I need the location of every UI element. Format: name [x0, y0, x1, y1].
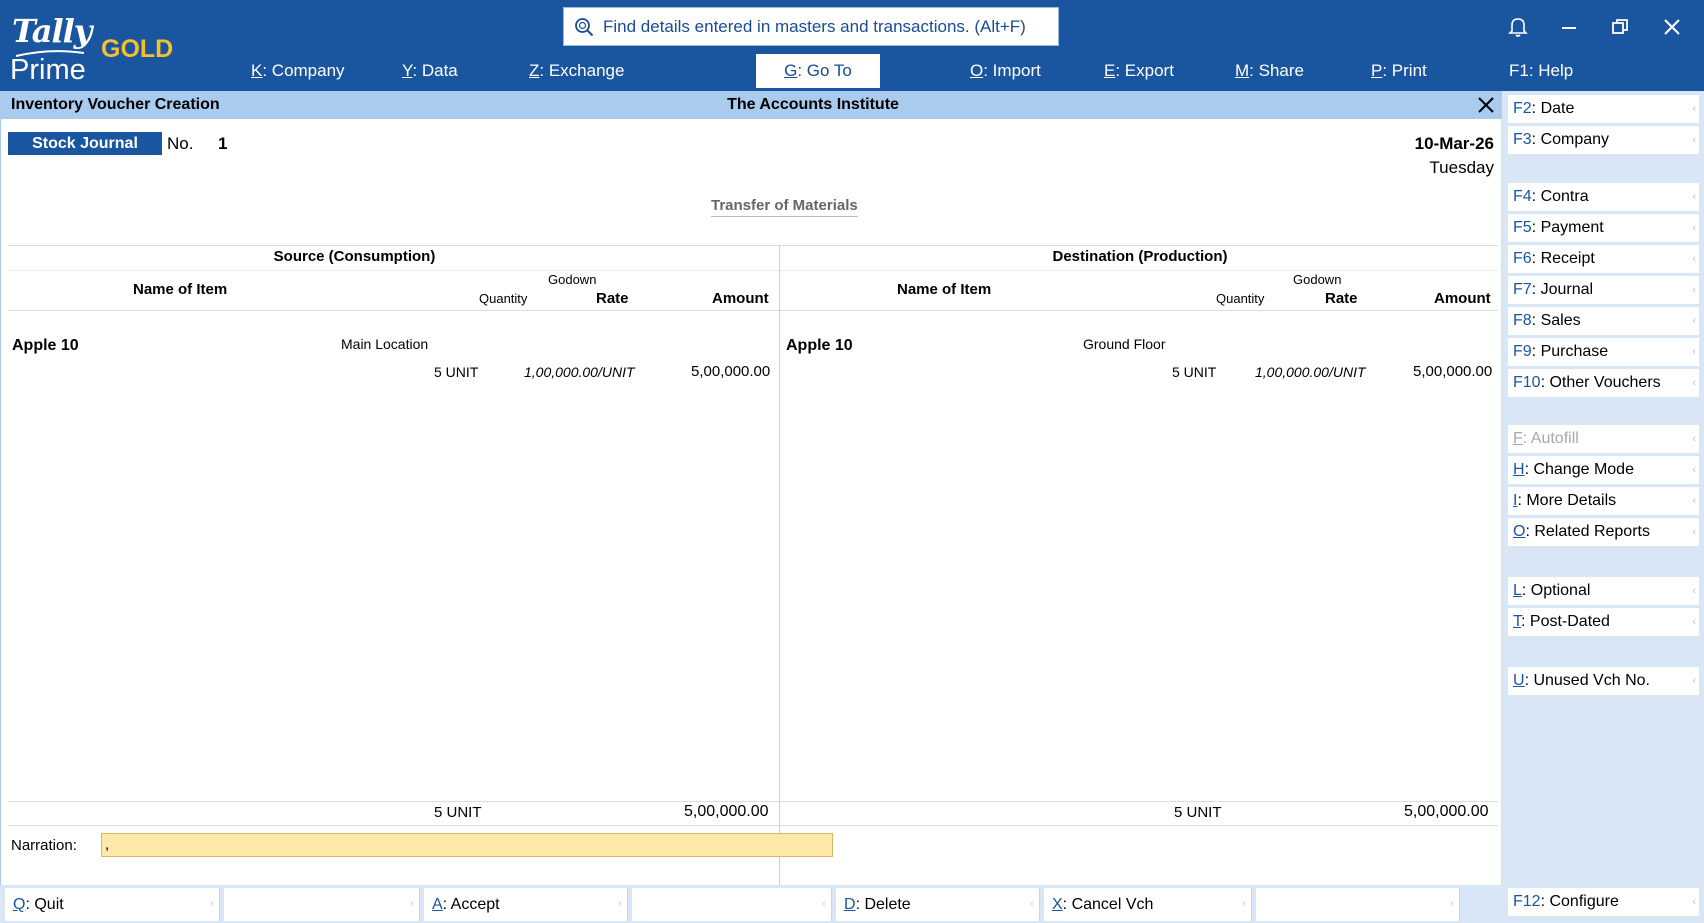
- accept-button[interactable]: A: Accept ‹: [424, 888, 628, 921]
- f9-purchase-button[interactable]: F9: Purchase ‹: [1508, 338, 1699, 366]
- source-col-amount: Amount: [712, 290, 769, 307]
- source-item-amount: 5,00,000.00: [691, 363, 771, 380]
- unused-vch-no-button[interactable]: U: Unused Vch No. ‹: [1508, 667, 1699, 695]
- destination-col-qty: Quantity: [1216, 291, 1265, 306]
- empty-action-slot: ‹: [632, 888, 832, 921]
- destination-item-qty: 5 UNIT: [1172, 364, 1217, 380]
- f10-other-vouchers-button[interactable]: F10: Other Vouchers ‹: [1508, 369, 1699, 397]
- search-bar[interactable]: Find details entered in masters and tran…: [563, 7, 1059, 46]
- menu-exchange[interactable]: Z: Exchange: [529, 61, 625, 80]
- f6-receipt-button[interactable]: F6: Receipt ‹: [1508, 245, 1699, 273]
- logo-tally-text: Tally: [12, 12, 92, 50]
- menu-import[interactable]: O: Import: [970, 61, 1041, 80]
- source-col-name: Name of Item: [133, 281, 228, 298]
- source-total-amount: 5,00,000.00: [684, 803, 769, 820]
- delete-button[interactable]: D: Delete ‹: [836, 888, 1040, 921]
- f3-company-button[interactable]: F3: Company ‹: [1508, 126, 1699, 154]
- bottom-action-bar: Q: Quit ‹ ‹ A: Accept ‹ ‹ D: Delete ‹ X: Ca…: [0, 885, 1502, 923]
- f2-date-button[interactable]: F2: Date ‹: [1508, 95, 1699, 123]
- destination-col-name: Name of Item: [897, 281, 992, 298]
- autofill-button: F: Autofill ‹: [1508, 425, 1699, 453]
- source-col-qty: Quantity: [479, 291, 528, 306]
- top-header: Tally Prime GOLD Find details entered in…: [0, 0, 1704, 91]
- menu-company[interactable]: K: Company: [251, 61, 345, 80]
- source-total-qty: 5 UNIT: [434, 804, 482, 821]
- menu-help[interactable]: F1: Help: [1509, 61, 1574, 80]
- voucher-number-label: No.: [167, 134, 194, 153]
- divider: [8, 310, 1498, 311]
- related-reports-button[interactable]: O: Related Reports ‹: [1508, 518, 1699, 546]
- empty-action-slot: ‹: [1256, 888, 1460, 921]
- voucher-type-badge[interactable]: Stock Journal: [8, 132, 162, 155]
- f8-sales-button[interactable]: F8: Sales ‹: [1508, 307, 1699, 335]
- cancel-voucher-button[interactable]: X: Cancel Vch ‹: [1044, 888, 1252, 921]
- source-item-name[interactable]: Apple 10: [12, 337, 79, 354]
- destination-col-amount: Amount: [1434, 290, 1491, 307]
- more-details-button[interactable]: I: More Details ‹: [1508, 487, 1699, 515]
- close-window-icon[interactable]: [1659, 14, 1685, 40]
- source-col-rate: Rate: [596, 290, 629, 307]
- bell-icon[interactable]: [1505, 14, 1531, 40]
- company-name: The Accounts Institute: [727, 96, 899, 113]
- divider: [8, 825, 1498, 826]
- screen-title-bar: Inventory Voucher Creation The Accounts …: [0, 91, 1502, 119]
- logo-prime-text: Prime: [10, 54, 86, 86]
- source-item-rate: 1,00,000.00/UNIT: [524, 364, 635, 380]
- column-divider: [779, 245, 780, 923]
- destination-total-qty: 5 UNIT: [1174, 804, 1222, 821]
- destination-total-amount: 5,00,000.00: [1404, 803, 1489, 820]
- destination-item-godown: Ground Floor: [1083, 336, 1166, 352]
- voucher-date[interactable]: 10-Mar-26: [1414, 134, 1494, 153]
- voucher-form: Stock Journal No. 1 10-Mar-26 Tuesday Tr…: [0, 119, 1502, 923]
- source-item-qty: 5 UNIT: [434, 364, 479, 380]
- f4-contra-button[interactable]: F4: Contra ‹: [1508, 183, 1699, 211]
- source-item-godown: Main Location: [341, 336, 429, 352]
- top-menu: K: Company Y: Data Z: Exchange G: Go To …: [0, 54, 1704, 90]
- narration-input[interactable]: ,: [101, 833, 833, 857]
- voucher-day: Tuesday: [1429, 158, 1494, 177]
- destination-item-name[interactable]: Apple 10: [786, 337, 853, 354]
- menu-share[interactable]: M: Share: [1235, 61, 1304, 80]
- tally-prime-logo: Tally Prime GOLD: [10, 8, 180, 86]
- empty-action-slot: ‹: [224, 888, 420, 921]
- divider: [8, 245, 1498, 246]
- minimize-icon[interactable]: [1556, 14, 1582, 40]
- source-col-godown: Godown: [548, 272, 597, 287]
- f12-configure-button[interactable]: F12: Configure ‹: [1508, 888, 1699, 916]
- optional-button[interactable]: L: Optional ‹: [1508, 577, 1699, 605]
- f5-payment-button[interactable]: F5: Payment ‹: [1508, 214, 1699, 242]
- f7-journal-button[interactable]: F7: Journal ‹: [1508, 276, 1699, 304]
- destination-item-amount: 5,00,000.00: [1413, 363, 1493, 380]
- destination-heading: Destination (Production): [1052, 248, 1228, 265]
- close-screen-icon[interactable]: [1476, 95, 1496, 115]
- menu-print[interactable]: P: Print: [1371, 61, 1427, 80]
- search-placeholder: Find details entered in masters and tran…: [603, 16, 1026, 36]
- menu-export[interactable]: E: Export: [1104, 61, 1174, 80]
- edition-badge: GOLD: [101, 35, 174, 63]
- change-mode-button[interactable]: H: Change Mode ‹: [1508, 456, 1699, 484]
- divider: [8, 270, 1498, 271]
- divider: [8, 801, 1498, 802]
- post-dated-button[interactable]: T: Post-Dated ‹: [1508, 608, 1699, 636]
- destination-col-godown: Godown: [1293, 272, 1342, 287]
- destination-col-rate: Rate: [1325, 290, 1358, 307]
- voucher-subtitle: Transfer of Materials: [711, 197, 858, 217]
- narration-label: Narration:: [11, 837, 77, 854]
- restore-icon[interactable]: [1607, 14, 1633, 40]
- menu-goto[interactable]: G: Go To: [756, 54, 880, 88]
- destination-item-rate: 1,00,000.00/UNIT: [1255, 364, 1366, 380]
- right-button-panel: F2: Date ‹ F3: Company ‹ F4: Contra ‹ F5: P…: [1502, 91, 1704, 923]
- quit-button[interactable]: Q: Quit ‹: [5, 888, 220, 921]
- source-heading: Source (Consumption): [273, 248, 436, 265]
- menu-data[interactable]: Y: Data: [402, 61, 458, 80]
- logo-swoosh: [15, 50, 85, 57]
- voucher-number: 1: [218, 134, 228, 153]
- screen-title: Inventory Voucher Creation: [11, 96, 220, 113]
- search-icon: [575, 17, 594, 36]
